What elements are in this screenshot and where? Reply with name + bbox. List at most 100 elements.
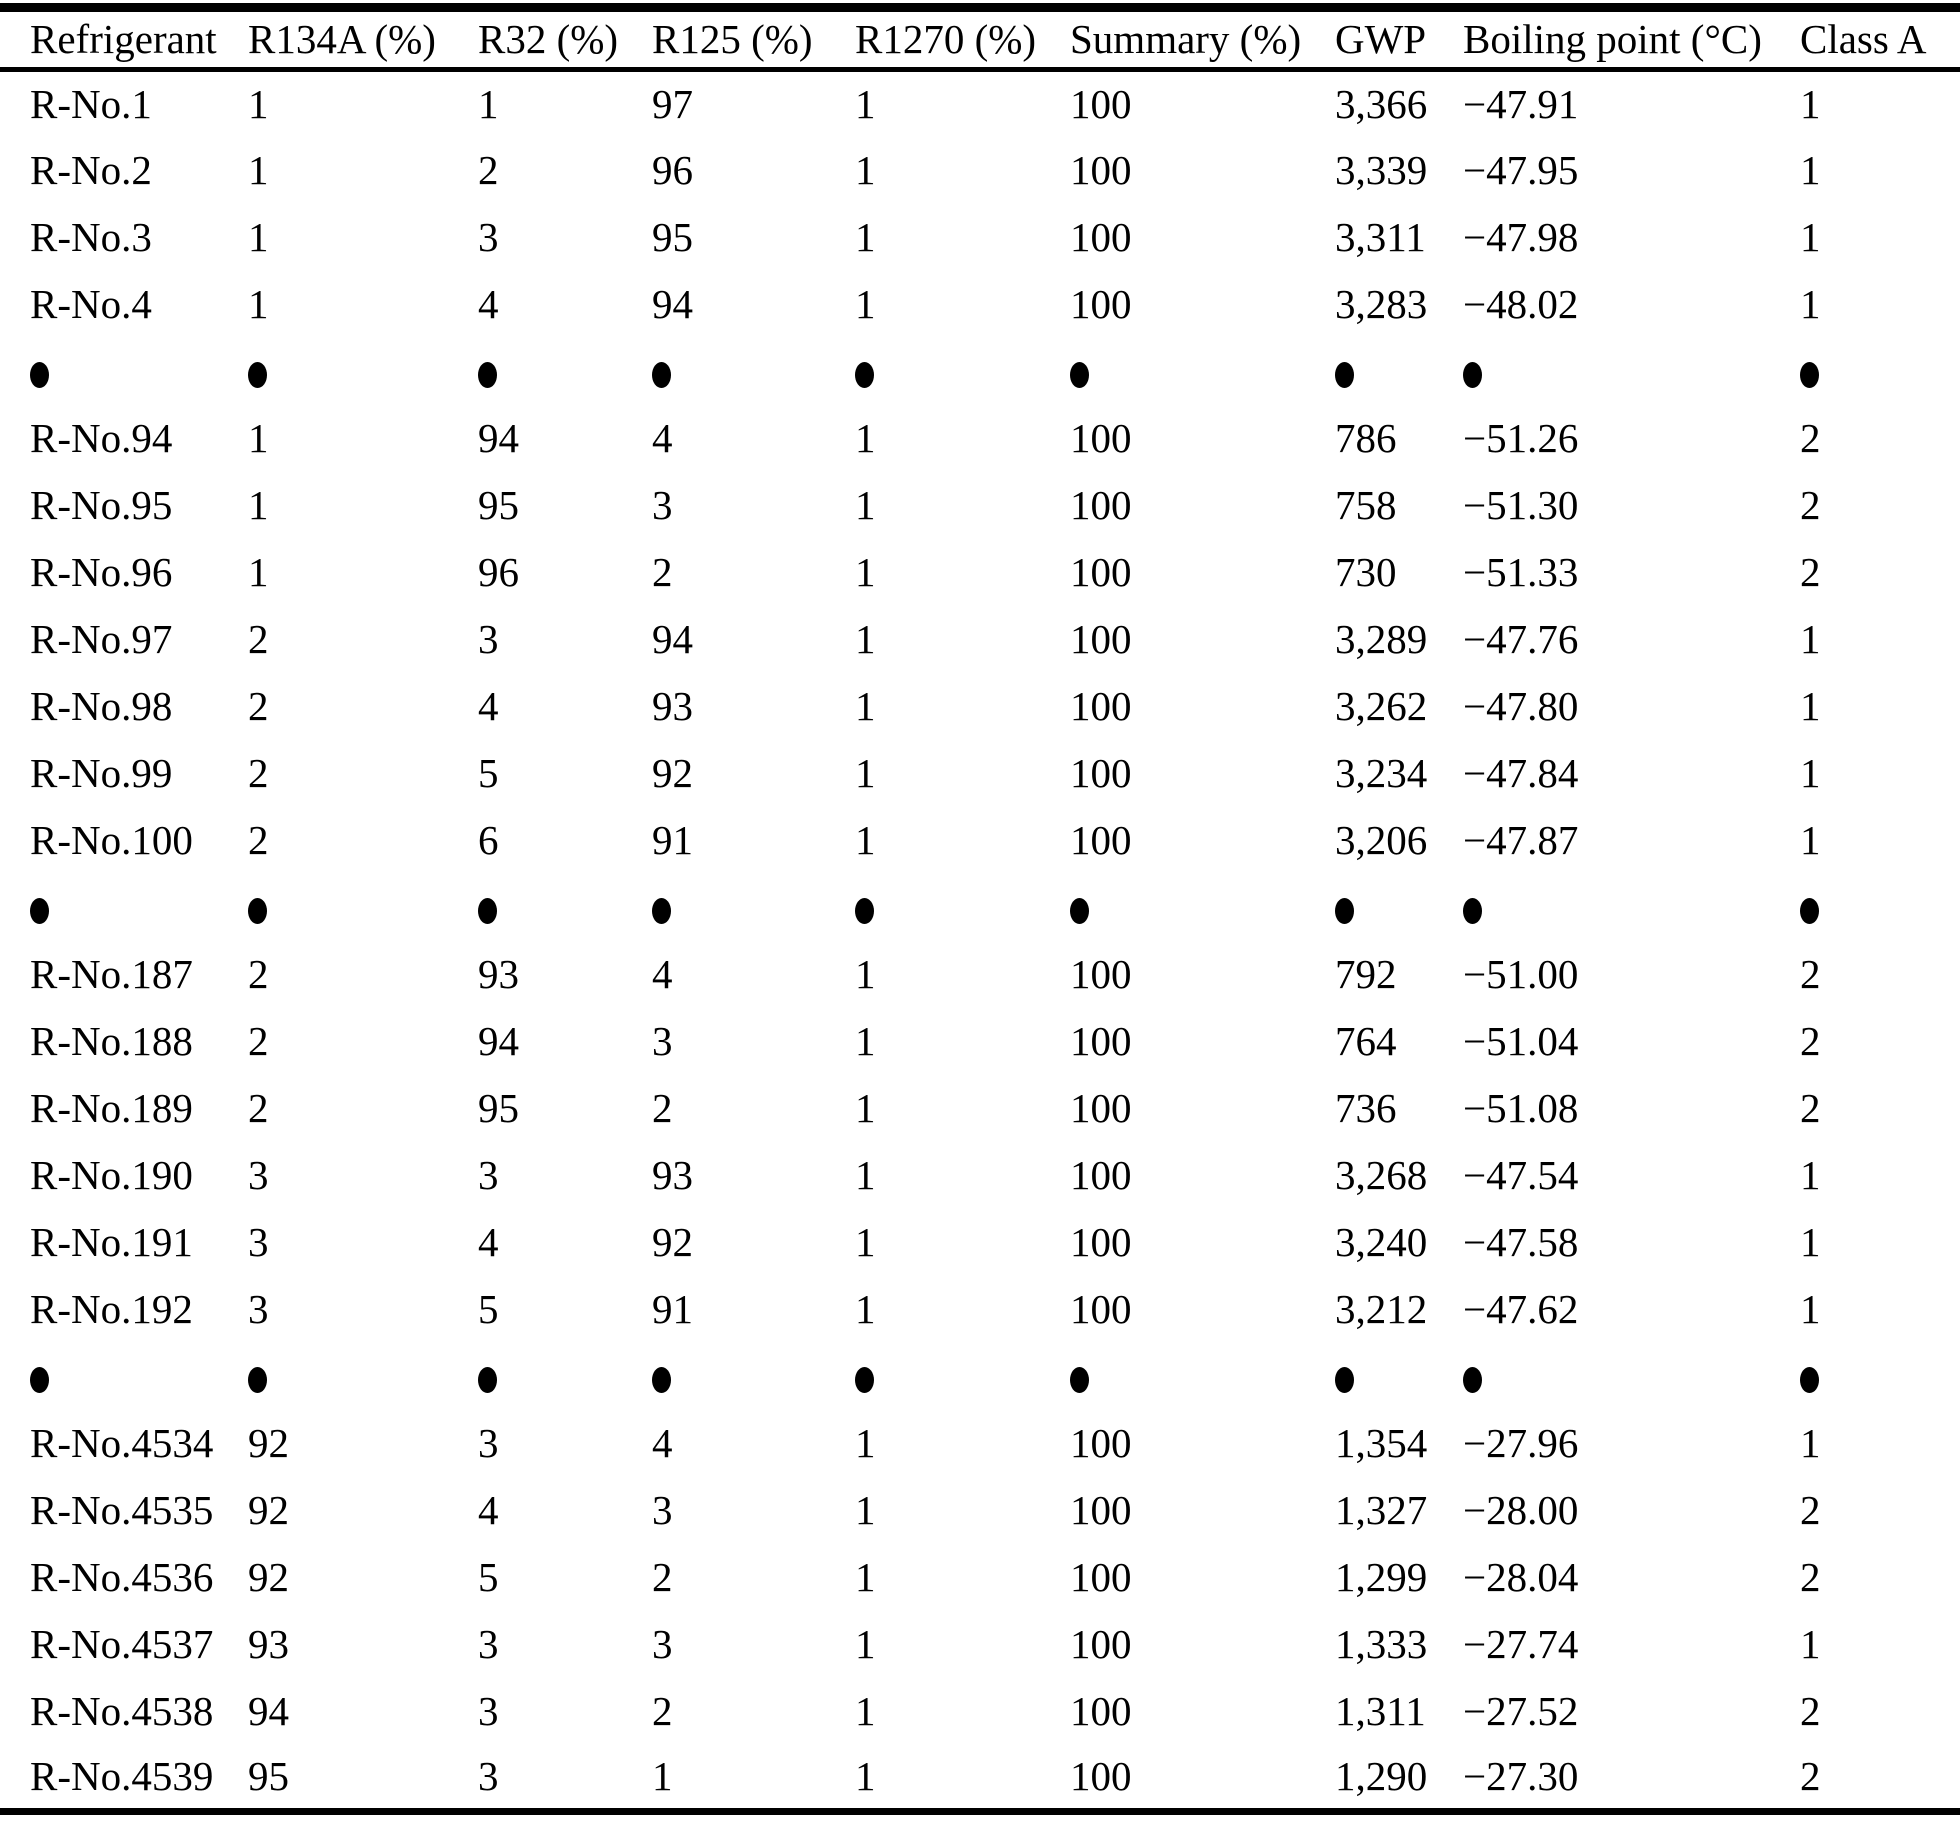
table-cell: 100 bbox=[1070, 280, 1132, 327]
table-cell: −47.80 bbox=[1463, 682, 1579, 729]
table-row: R-No.4538 94 3 2 1 100 1,311 −27.52 2 bbox=[0, 1678, 1960, 1745]
refrigerant-name-cell: R-No.192 bbox=[30, 1285, 193, 1332]
table-cell: −51.00 bbox=[1463, 950, 1579, 997]
table-cell: 100 bbox=[1070, 1285, 1132, 1332]
ellipsis-dot-icon bbox=[478, 1367, 497, 1394]
table-cell: 1 bbox=[1800, 213, 1821, 260]
table-cell: 1 bbox=[855, 481, 876, 528]
ellipsis-cell bbox=[1800, 874, 1960, 941]
table-cell: 3 bbox=[248, 1285, 269, 1332]
table-cell: 786 bbox=[1335, 414, 1397, 461]
table-cell: 3,234 bbox=[1335, 749, 1428, 796]
table-cell: 1,311 bbox=[1335, 1687, 1426, 1734]
table-cell: 2 bbox=[1800, 950, 1821, 997]
table-cell: −51.04 bbox=[1463, 1017, 1579, 1064]
table-cell: −47.98 bbox=[1463, 213, 1579, 260]
refrigerant-name-cell: R-No.96 bbox=[30, 548, 173, 595]
ellipsis-dot-icon bbox=[30, 898, 49, 925]
ellipsis-dot-icon bbox=[855, 362, 874, 389]
table-cell: 1 bbox=[855, 280, 876, 327]
table-cell: 2 bbox=[478, 146, 499, 193]
table-cell: 94 bbox=[248, 1687, 289, 1734]
table-cell: 1 bbox=[1800, 80, 1821, 127]
ellipsis-cell bbox=[1800, 1343, 1960, 1410]
ellipsis-dot-icon bbox=[1070, 898, 1089, 925]
table-cell: 1 bbox=[855, 615, 876, 662]
table-cell: −27.52 bbox=[1463, 1687, 1579, 1734]
ellipsis-dot-icon bbox=[1335, 362, 1354, 389]
table-cell: 2 bbox=[652, 1687, 673, 1734]
table-cell: 1 bbox=[1800, 749, 1821, 796]
table-cell: 95 bbox=[478, 1084, 519, 1131]
ellipsis-cell bbox=[0, 874, 248, 941]
table-cell: 100 bbox=[1070, 682, 1132, 729]
ellipsis-dot-icon bbox=[248, 362, 267, 389]
table-cell: 2 bbox=[652, 1553, 673, 1600]
table-cell: −47.58 bbox=[1463, 1218, 1579, 1265]
table-cell: 100 bbox=[1070, 1084, 1132, 1131]
table-cell: −47.95 bbox=[1463, 146, 1579, 193]
table-cell: 792 bbox=[1335, 950, 1397, 997]
header-row: Refrigerant R134A (%) R32 (%) R125 (%) R1270… bbox=[0, 7, 1960, 72]
table-cell: 3,289 bbox=[1335, 615, 1428, 662]
table-cell: 2 bbox=[1800, 481, 1821, 528]
table-cell: 1 bbox=[1800, 615, 1821, 662]
table-cell: 1 bbox=[855, 1218, 876, 1265]
table-cell: −51.30 bbox=[1463, 481, 1579, 528]
ellipsis-cell bbox=[0, 1343, 248, 1410]
table-row: R-No.4536 92 5 2 1 100 1,299 −28.04 2 bbox=[0, 1544, 1960, 1611]
table-cell: 100 bbox=[1070, 1752, 1132, 1799]
table-cell: 100 bbox=[1070, 950, 1132, 997]
table-row: R-No.4534 92 3 4 1 100 1,354 −27.96 1 bbox=[0, 1410, 1960, 1477]
column-header-class-a: Class A bbox=[1800, 7, 1960, 72]
column-header-refrigerant: Refrigerant bbox=[0, 7, 248, 72]
table-cell: 4 bbox=[478, 280, 499, 327]
table-cell: −47.54 bbox=[1463, 1151, 1579, 1198]
ellipsis-dot-icon bbox=[1463, 1367, 1482, 1394]
table-row: R-No.4 1 4 94 1 100 3,283 −48.02 1 bbox=[0, 271, 1960, 338]
refrigerant-name-cell: R-No.4539 bbox=[30, 1752, 214, 1799]
table-cell: 2 bbox=[248, 615, 269, 662]
table-cell: 1 bbox=[855, 682, 876, 729]
ellipsis-cell bbox=[855, 874, 1070, 941]
ellipsis-cell bbox=[0, 338, 248, 405]
column-header-summary: Summary (%) bbox=[1070, 7, 1335, 72]
ellipsis-dot-icon bbox=[1800, 362, 1819, 389]
table-cell: 1 bbox=[1800, 1285, 1821, 1332]
table-cell: 2 bbox=[652, 1084, 673, 1131]
table-row: R-No.192 3 5 91 1 100 3,212 −47.62 1 bbox=[0, 1276, 1960, 1343]
ellipsis-cell bbox=[478, 338, 652, 405]
table-cell: 2 bbox=[1800, 414, 1821, 461]
table-cell: 92 bbox=[248, 1553, 289, 1600]
refrigerant-name-cell: R-No.100 bbox=[30, 816, 193, 863]
table-cell: 6 bbox=[478, 816, 499, 863]
table-cell: 2 bbox=[1800, 548, 1821, 595]
table-body: R-No.1 1 1 97 1 100 3,366 −47.91 1 R-No.2 1 2 96 1 100… bbox=[0, 70, 1960, 1812]
table-cell: 92 bbox=[248, 1486, 289, 1533]
table-cell: −28.04 bbox=[1463, 1553, 1579, 1600]
table-row: R-No.3 1 3 95 1 100 3,311 −47.98 1 bbox=[0, 204, 1960, 271]
table-cell: 93 bbox=[478, 950, 519, 997]
table-row: R-No.4537 93 3 3 1 100 1,333 −27.74 1 bbox=[0, 1611, 1960, 1678]
table-cell: 5 bbox=[478, 1553, 499, 1600]
table-cell: 100 bbox=[1070, 1419, 1132, 1466]
table-cell: 100 bbox=[1070, 1486, 1132, 1533]
table-cell: −47.84 bbox=[1463, 749, 1579, 796]
table-cell: 3,212 bbox=[1335, 1285, 1428, 1332]
refrigerant-name-cell: R-No.97 bbox=[30, 615, 173, 662]
table-cell: 95 bbox=[652, 213, 693, 260]
table-row: R-No.2 1 2 96 1 100 3,339 −47.95 1 bbox=[0, 137, 1960, 204]
table-cell: 1,299 bbox=[1335, 1553, 1428, 1600]
table-cell: 100 bbox=[1070, 1553, 1132, 1600]
table-cell: 1 bbox=[1800, 682, 1821, 729]
table-cell: 1,354 bbox=[1335, 1419, 1428, 1466]
ellipsis-cell bbox=[1463, 874, 1800, 941]
table-row: R-No.96 1 96 2 1 100 730 −51.33 2 bbox=[0, 539, 1960, 606]
table-cell: 100 bbox=[1070, 1218, 1132, 1265]
table-cell: 1 bbox=[855, 950, 876, 997]
table-cell: 1 bbox=[855, 1553, 876, 1600]
table-cell: 93 bbox=[248, 1620, 289, 1667]
table-cell: 3 bbox=[478, 1151, 499, 1198]
table-cell: 1 bbox=[248, 548, 269, 595]
